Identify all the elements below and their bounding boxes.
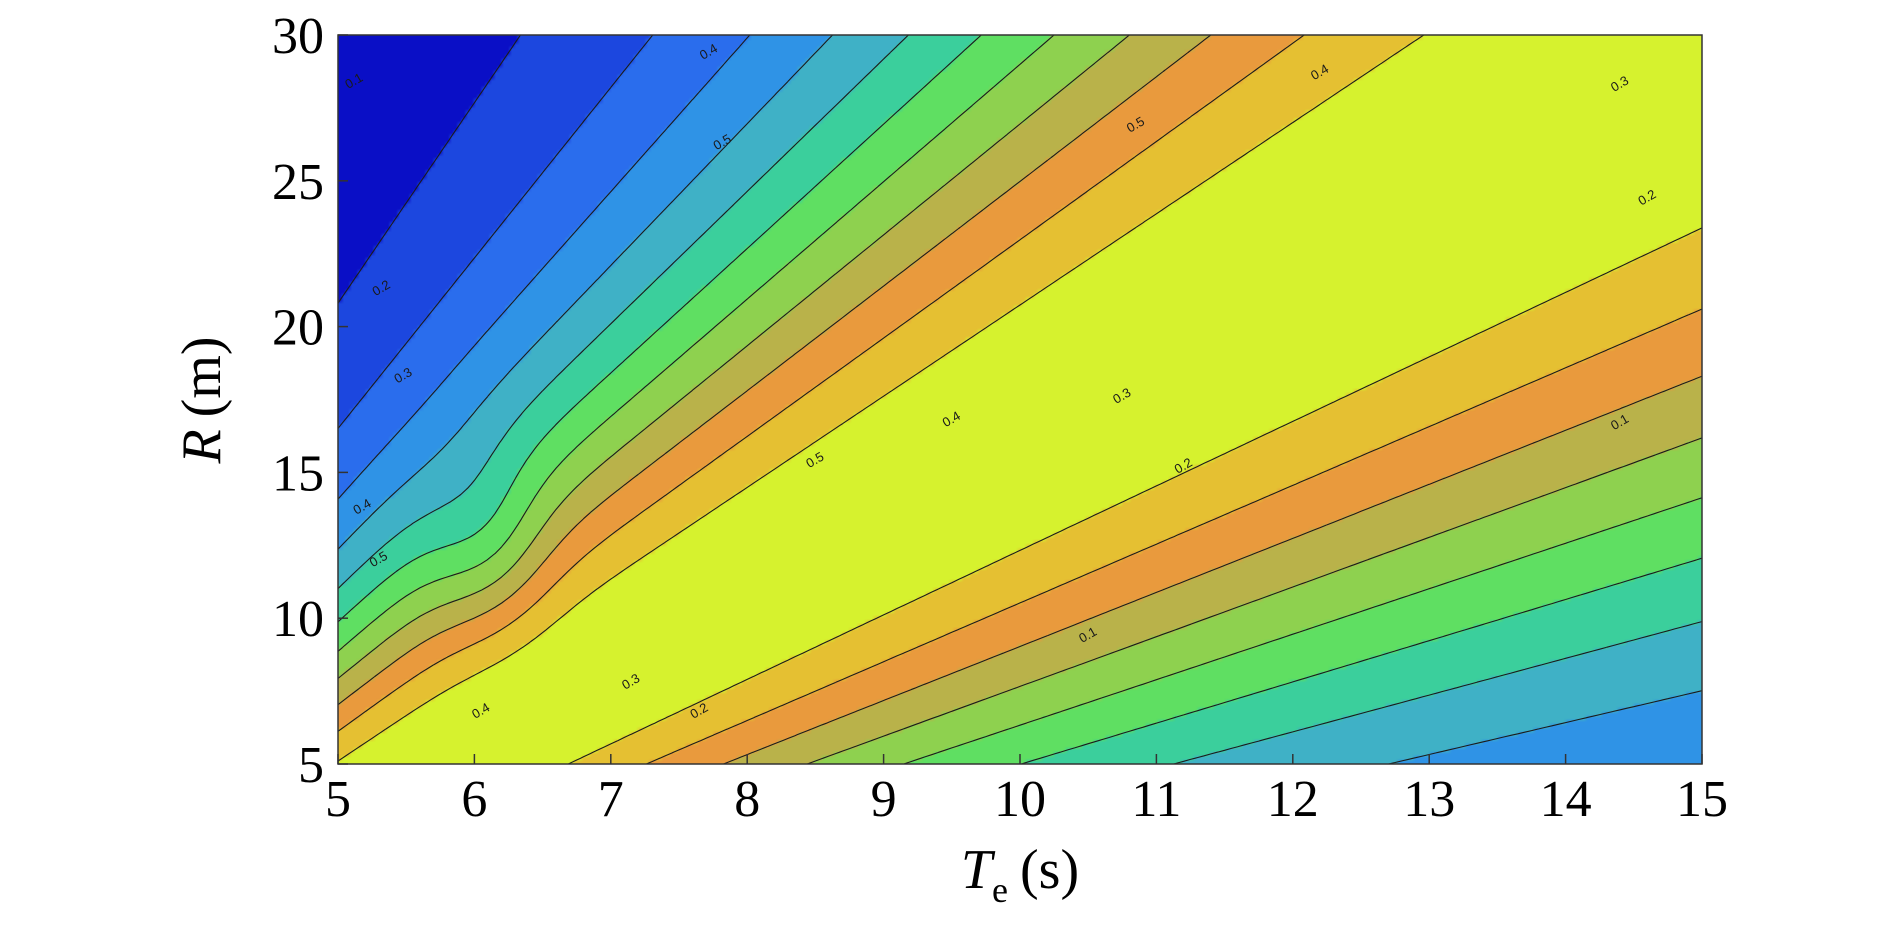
contour-line-0.1	[338, 35, 654, 429]
x-tick-label: 7	[598, 771, 624, 828]
y-tick-label: 15	[272, 445, 324, 502]
x-axis-symbol: T	[961, 839, 996, 901]
contour-lines	[338, 35, 1702, 764]
x-tick-label: 10	[994, 771, 1046, 828]
x-tick-label: 14	[1540, 771, 1592, 828]
x-tick-label: 6	[461, 771, 487, 828]
x-axis-ticks: 5 6 7 8 9 10 11 12 13 14 15	[325, 754, 1728, 828]
x-axis-unit: (s)	[1020, 839, 1079, 901]
x-tick-label: 13	[1403, 771, 1455, 828]
x-axis-label: Te (s)	[961, 839, 1079, 910]
y-tick-label: 20	[272, 300, 324, 357]
y-tick-label: 5	[298, 737, 324, 794]
x-tick-label: 12	[1267, 771, 1319, 828]
x-tick-label: 5	[325, 771, 351, 828]
y-tick-label: 10	[272, 591, 324, 648]
contour-line-0.3	[338, 35, 1702, 764]
contour-line-0.05	[338, 35, 521, 304]
y-tick-label: 30	[272, 8, 324, 65]
contour-line-0.5	[338, 35, 1702, 764]
x-tick-label: 15	[1676, 771, 1728, 828]
x-tick-label: 8	[734, 771, 760, 828]
plot-area: 0.10.20.30.40.50.40.50.50.40.30.20.40.30…	[338, 35, 1702, 764]
x-axis-subscript: e	[992, 870, 1008, 910]
y-axis-unit: (m)	[171, 336, 233, 417]
y-axis-symbol: R	[171, 429, 233, 464]
y-axis-label: R (m)	[171, 336, 233, 464]
x-tick-label: 11	[1131, 771, 1181, 828]
y-axis-ticks: 5 10 15 20 25 30	[272, 8, 348, 794]
contour-fill	[338, 35, 1702, 764]
x-tick-label: 9	[871, 771, 897, 828]
contour-line-0.55	[338, 35, 1702, 764]
y-tick-label: 25	[272, 154, 324, 211]
contour-line-0.15	[338, 35, 751, 500]
